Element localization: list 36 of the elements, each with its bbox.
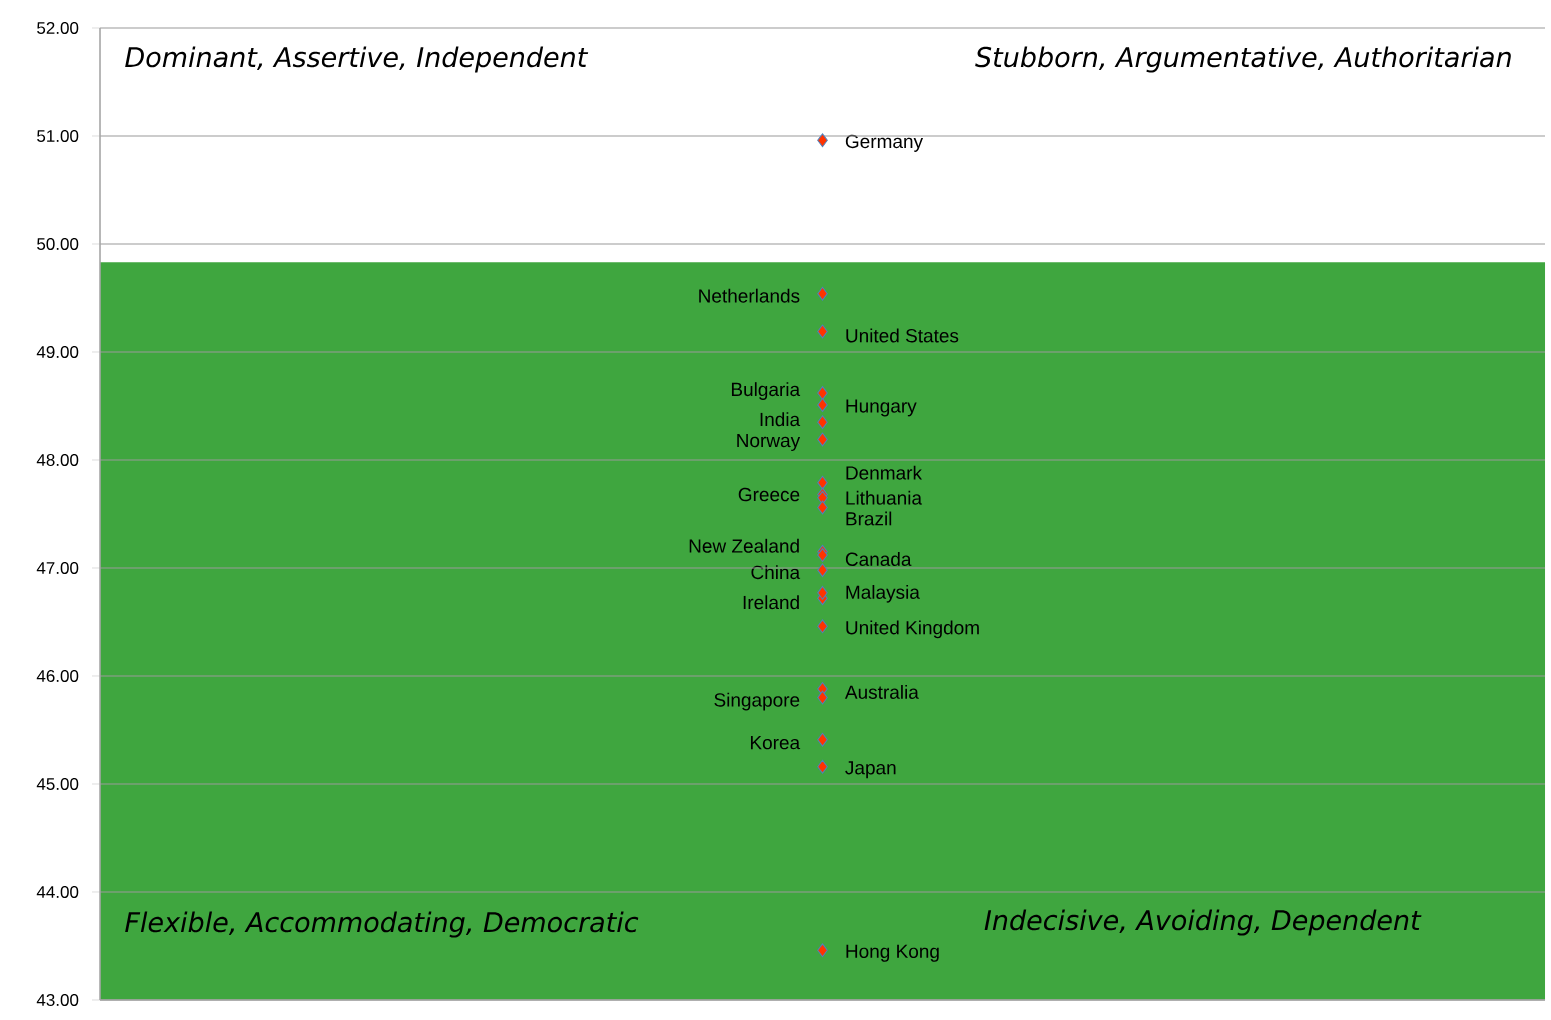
y-tick-label: 46.00 <box>36 669 79 682</box>
series-label: Australia <box>844 684 919 699</box>
series-label: China <box>751 565 801 580</box>
series-label: Japan <box>845 761 896 779</box>
series-label: Lithuania <box>846 490 923 505</box>
series-label: Germany <box>845 134 924 152</box>
series-label: Bulgaria <box>731 382 801 400</box>
series-label: Canada <box>845 552 912 567</box>
series-label: Greece <box>738 487 800 502</box>
y-tick-label: 43.00 <box>36 993 79 1006</box>
series-label: Malaysia <box>846 584 920 603</box>
series-label: Denmark <box>846 465 923 480</box>
series-label: United States <box>846 328 959 343</box>
series-label: Ireland <box>743 595 799 610</box>
series-label: Netherlands <box>699 288 800 303</box>
y-tick-label: 44.00 <box>36 885 79 898</box>
annotation: Dominant, Assertive, Independent <box>125 46 589 73</box>
annotation: Indecisive, Avoiding, Dependent <box>984 909 1422 936</box>
series-label: Brazil <box>846 511 892 526</box>
y-tick-label: 50.00 <box>37 237 79 250</box>
series-label: Hong Kong <box>846 944 939 962</box>
series-label: United Kingdom <box>846 620 979 639</box>
series-label: India <box>760 412 801 427</box>
y-tick-label: 52.00 <box>37 21 79 34</box>
y-tick-label: 51.00 <box>37 129 79 142</box>
y-tick-label: 47.00 <box>36 561 79 574</box>
y-tick-label: 48.00 <box>36 453 79 466</box>
y-tick-label: 45.00 <box>36 777 79 790</box>
annotation: Stubborn, Argumentative, Authoritarian <box>975 46 1511 73</box>
series-label: Korea <box>750 736 801 750</box>
series-label: Norway <box>737 433 801 451</box>
series-label: Hungary <box>846 399 917 417</box>
series-label: New Zealand <box>689 538 799 553</box>
annotation: Flexible, Accommodating, Democratic <box>125 911 639 938</box>
series-label: Singapore <box>714 692 800 711</box>
y-tick-label: 49.00 <box>36 345 79 358</box>
